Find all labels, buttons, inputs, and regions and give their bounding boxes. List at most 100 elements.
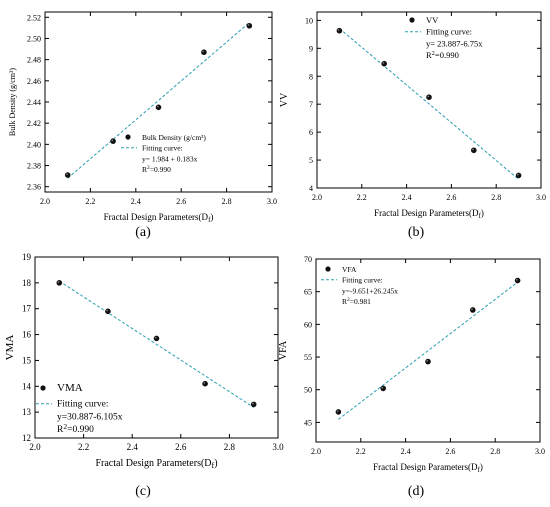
data-point-highlight (203, 382, 206, 384)
x-tick-label: 2.4 (127, 442, 139, 452)
x-tick-label: 2.2 (85, 197, 95, 206)
data-point-highlight (516, 278, 518, 281)
legend-r-squared: R2=0.990 (57, 422, 94, 435)
y-axis-title: VFA (278, 340, 289, 360)
data-point (110, 138, 116, 144)
data-point (202, 380, 208, 387)
legend-point-marker (325, 266, 331, 272)
y-tick-label: 4 (309, 184, 313, 193)
legend: Bulk Density (g/cm³) Fitting curve:y= 1.9… (121, 133, 206, 174)
x-tick-label: 3.0 (535, 447, 545, 456)
data-point (336, 27, 343, 34)
y-tick-label: 2.44 (27, 98, 41, 107)
fitting-curve-line (338, 281, 518, 420)
legend-fit-label: Fitting curve: (426, 27, 472, 37)
fitting-curve-line (59, 280, 254, 408)
x-axis-title: Fractal Design Parameters(Df) (373, 462, 483, 474)
x-tick-label: 2.8 (490, 447, 500, 456)
y-tick-label: 2.50 (27, 34, 41, 43)
data-point-highlight (156, 105, 159, 108)
data-point-highlight (472, 148, 474, 151)
y-tick-label: 9 (309, 44, 313, 53)
x-axis-title-subscript: f (208, 216, 211, 224)
x-axis-title-subscript: f (212, 461, 215, 470)
data-point-highlight (336, 410, 339, 412)
r-squared-value: =0.981 (350, 297, 371, 306)
y-tick-label: 65 (304, 288, 312, 297)
x-tick-label: 3.0 (267, 197, 277, 206)
data-point-highlight (252, 402, 254, 405)
y-tick-label: 12 (22, 433, 31, 443)
data-point (425, 358, 431, 365)
data-point-highlight (426, 360, 429, 362)
data-point (426, 94, 432, 101)
data-point-highlight (57, 281, 60, 283)
data-point-highlight (111, 139, 114, 142)
x-tick-label: 2.2 (356, 447, 366, 456)
y-tick-label: 60 (304, 320, 312, 329)
r-squared-symbol: R (57, 425, 64, 435)
r-squared-superscript: 2 (147, 165, 150, 171)
y-tick-label: 6 (309, 128, 313, 137)
legend-point-marker (40, 385, 46, 391)
legend-fit-equation: y=30.887-6.105x (57, 412, 123, 422)
y-tick-label: 13 (22, 407, 32, 417)
data-point (470, 307, 476, 313)
chart-panel-1: 2.0 2.2 2.4 2.6 2.8 3.0 2.36 2.38 2.40 2.42 2.44 2.… (8, 11, 277, 240)
y-tick-label: 5 (309, 156, 313, 165)
y-tick-label: 18 (22, 278, 32, 288)
data-point (381, 60, 388, 67)
legend: VV Fitting curve:y= 23.887-6.75x R2=0.990 (405, 15, 483, 60)
x-tick-label: 2.4 (131, 197, 141, 206)
x-tick-label: 2.8 (491, 193, 501, 202)
legend: VFA Fitting curve:y=-9.651+26.245x R2=0.98… (321, 265, 398, 306)
data-point (153, 335, 160, 342)
x-tick-label: 3.0 (536, 193, 546, 202)
y-tick-label: 17 (22, 304, 32, 314)
chart-panel-2: 2.0 2.2 2.4 2.6 2.8 3.0 4 5 6 7 8 9 10 Fractal Design… (279, 11, 546, 240)
data-point (335, 409, 342, 415)
r-squared-symbol: R (142, 165, 147, 174)
legend-series-label: Bulk Density (g/cm³) (142, 133, 206, 142)
x-tick-label: 2.6 (445, 447, 455, 456)
legend-fit-label: Fitting curve: (142, 144, 183, 153)
x-axis-title-close: ) (214, 458, 217, 469)
data-point (155, 104, 162, 111)
y-tick-label: 50 (304, 386, 312, 395)
legend-fit-equation: y=-9.651+26.245x (342, 286, 398, 295)
r-squared-superscript: 2 (63, 422, 67, 431)
y-tick-label: 2.46 (27, 77, 41, 86)
y-tick-label: 2.36 (27, 183, 41, 192)
y-tick-label: 2.42 (27, 119, 41, 128)
legend-series-label: VV (426, 15, 439, 25)
data-point (514, 277, 521, 284)
r-squared-value: =0.990 (67, 425, 94, 435)
x-tick-label: 2.4 (401, 447, 411, 456)
data-point (515, 172, 522, 179)
x-axis-title-subscript: f (479, 212, 482, 220)
chart-panel-3: 2.0 2.2 2.4 2.6 2.8 3.0 12 13 14 15 16 17 18 19 Fracta… (4, 252, 284, 499)
data-point-highlight (202, 50, 204, 53)
legend-fit-label: Fitting curve: (57, 400, 108, 410)
data-point-highlight (66, 173, 68, 176)
fitting-curve-line (339, 28, 519, 180)
x-tick-label: 2.6 (446, 193, 456, 202)
data-point (471, 147, 477, 154)
y-tick-label: 14 (22, 381, 32, 391)
y-tick-label: 70 (304, 255, 312, 264)
y-tick-label: 10 (305, 16, 313, 25)
data-point (105, 308, 111, 315)
x-tick-label: 2.0 (29, 442, 41, 452)
x-axis-title: Fractal Design Parameters(Df) (374, 208, 484, 220)
y-tick-label: 2.48 (27, 56, 41, 65)
plot-frame (315, 258, 541, 443)
y-tick-label: 19 (22, 252, 32, 262)
x-tick-label: 2.0 (40, 197, 50, 206)
x-axis-title: Fractal Design Parameters(Df) (104, 212, 214, 224)
data-point-highlight (247, 24, 250, 26)
r-squared-superscript: 2 (432, 50, 435, 57)
y-axis-title: VMA (4, 335, 16, 361)
data-point-highlight (427, 95, 430, 98)
r-squared-superscript: 2 (347, 297, 350, 303)
